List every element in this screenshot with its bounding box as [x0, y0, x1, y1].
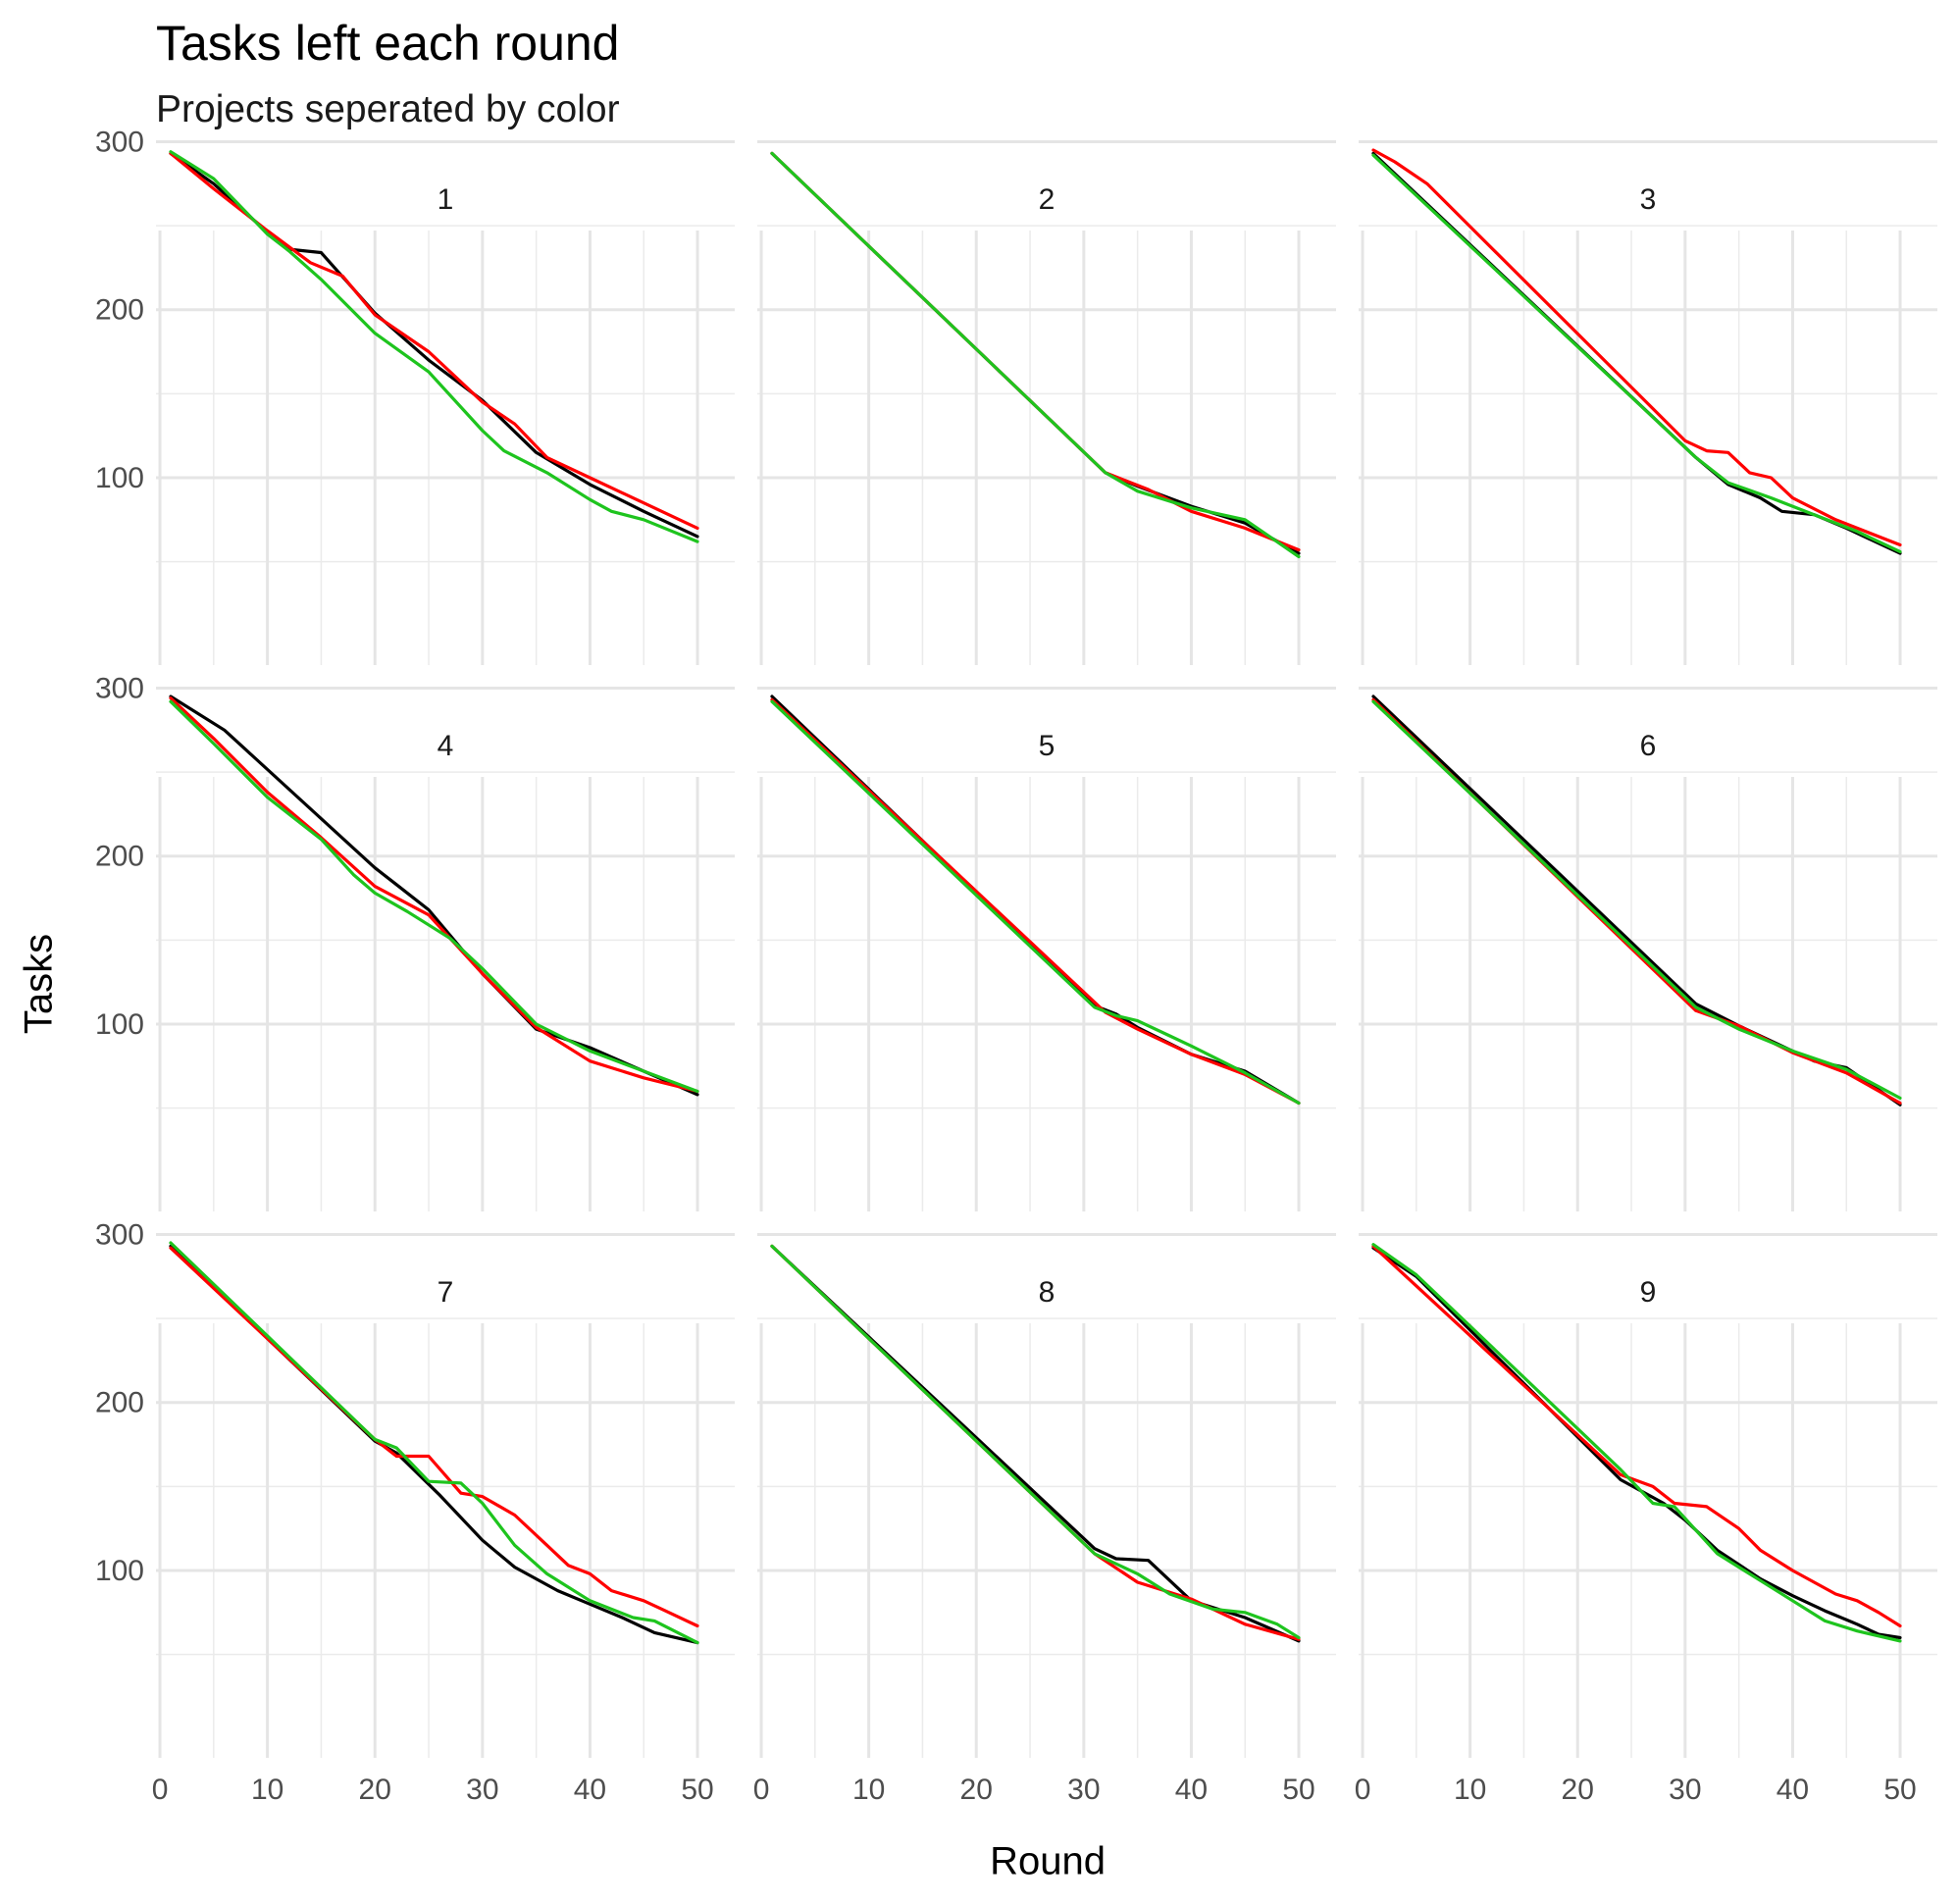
y-tick-label: 200 — [95, 841, 144, 873]
series-line — [169, 699, 699, 1094]
x-tick-label: 50 — [681, 1774, 713, 1806]
x-tick-label: 20 — [359, 1774, 391, 1806]
series-line — [1371, 1246, 1902, 1640]
series-line — [770, 699, 1301, 1106]
facet-label-3: 3 — [1640, 183, 1657, 216]
series-line — [1371, 1244, 1902, 1628]
x-tick-label: 50 — [1282, 1774, 1314, 1806]
series-line — [770, 1244, 1301, 1643]
facet-label-2: 2 — [1039, 183, 1056, 216]
series-line — [1371, 148, 1902, 547]
y-tick-label: 300 — [95, 1218, 144, 1251]
series-line — [770, 151, 1301, 559]
x-tick-label: 0 — [753, 1774, 770, 1806]
x-tick-label: 40 — [1777, 1774, 1809, 1806]
y-tick-label: 200 — [95, 1387, 144, 1419]
chart-subtitle: Projects seperated by color — [156, 88, 620, 130]
series-line — [1371, 695, 1902, 1106]
x-tick-label: 10 — [852, 1774, 885, 1806]
x-tick-label: 0 — [1355, 1774, 1371, 1806]
x-axis-label: Round — [990, 1839, 1106, 1883]
y-tick-label: 100 — [95, 462, 144, 494]
series-line — [770, 151, 1301, 552]
facet-label-4: 4 — [438, 730, 454, 762]
series-line — [1371, 151, 1902, 555]
x-tick-label: 30 — [1067, 1774, 1100, 1806]
series-line — [169, 1241, 699, 1645]
y-tick-label: 300 — [95, 126, 144, 158]
series-line — [1371, 699, 1902, 1100]
series-line — [169, 1246, 699, 1628]
chart-title: Tasks left each round — [156, 16, 620, 71]
x-tick-label: 10 — [251, 1774, 283, 1806]
series-line — [770, 1244, 1301, 1640]
series-line — [169, 696, 699, 1094]
x-tick-label: 0 — [152, 1774, 169, 1806]
series-line — [770, 697, 1301, 1106]
facet-label-8: 8 — [1039, 1276, 1056, 1309]
x-tick-label: 30 — [1669, 1774, 1701, 1806]
series-line — [169, 151, 699, 530]
series-line — [1371, 153, 1902, 553]
facet-label-7: 7 — [438, 1276, 454, 1309]
facet-label-9: 9 — [1640, 1276, 1657, 1309]
series-line — [169, 695, 699, 1097]
x-tick-label: 40 — [1175, 1774, 1208, 1806]
y-tick-label: 100 — [95, 1555, 144, 1587]
y-tick-label: 200 — [95, 294, 144, 327]
series-line — [1371, 1243, 1902, 1643]
x-tick-label: 20 — [960, 1774, 993, 1806]
facet-label-6: 6 — [1640, 730, 1657, 762]
series-line — [169, 150, 699, 543]
facet-label-5: 5 — [1039, 730, 1056, 762]
series-line — [770, 151, 1301, 555]
x-tick-label: 10 — [1454, 1774, 1486, 1806]
x-tick-label: 50 — [1883, 1774, 1916, 1806]
x-tick-label: 20 — [1562, 1774, 1594, 1806]
y-tick-label: 300 — [95, 672, 144, 704]
series-line — [169, 1244, 699, 1645]
series-line — [1371, 697, 1902, 1106]
x-tick-label: 30 — [466, 1774, 498, 1806]
facet-label-1: 1 — [438, 183, 454, 216]
series-line — [770, 1244, 1301, 1641]
y-tick-label: 100 — [95, 1008, 144, 1041]
series-line — [770, 695, 1301, 1106]
x-tick-label: 40 — [574, 1774, 606, 1806]
